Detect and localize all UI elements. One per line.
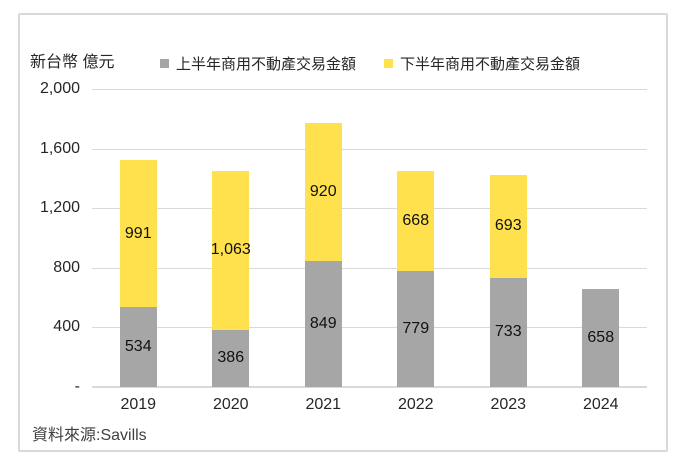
bar-segment-first-half-2021: 849 <box>304 260 342 387</box>
x-axis-label-2021: 2021 <box>305 396 342 413</box>
y-axis-tick-label-400: 400 <box>53 318 80 336</box>
gridline-400 <box>92 327 647 329</box>
source-note: 資料來源:Savills <box>32 427 147 444</box>
plot-area: 534 991 386 1,063 849 920 779 668 733 693 658 <box>92 15 647 388</box>
gridline-1600 <box>92 148 647 150</box>
bar-value-label: 693 <box>494 217 522 235</box>
legend-label-second-half: 下半年商用不動產交易金額 <box>400 56 581 73</box>
bar-segment-second-half-2023: 693 <box>489 174 527 278</box>
legend-swatch-second-half-icon <box>384 59 394 68</box>
bar-value-label: 668 <box>402 212 430 230</box>
x-axis-label-2019: 2019 <box>120 396 157 413</box>
bar-value-label: 1,063 <box>210 241 251 259</box>
bar-segment-first-half-2023: 733 <box>489 277 527 387</box>
x-axis-label-2022: 2022 <box>397 396 434 413</box>
bar-segment-second-half-2021: 920 <box>304 123 342 261</box>
chart-frame: 新台幣 億元 上半年商用不動產交易金額 下半年商用不動產交易金額 534 991 3… <box>18 13 668 452</box>
bar-2019: 534 991 <box>119 159 157 387</box>
bar-segment-second-half-2020: 1,063 <box>210 171 251 330</box>
x-axis-line <box>92 386 647 388</box>
bar-2023: 733 693 <box>489 174 527 387</box>
bar-2022: 779 668 <box>397 171 435 387</box>
y-axis-tick-label-1200: 1,200 <box>39 199 80 217</box>
y-axis-tick-label-1600: 1,600 <box>39 139 80 157</box>
bar-value-label: 733 <box>494 323 522 341</box>
bar-value-label: 991 <box>124 224 152 242</box>
x-axis-label-2020: 2020 <box>212 396 249 413</box>
bar-value-label: 534 <box>124 338 152 356</box>
bar-value-label: 849 <box>309 314 337 332</box>
bar-value-label: 386 <box>217 349 245 367</box>
legend-item-first-half: 上半年商用不動產交易金額 <box>160 53 356 74</box>
bar-value-label: 658 <box>587 328 615 346</box>
bar-segment-second-half-2022: 668 <box>397 171 435 271</box>
legend-label-first-half: 上半年商用不動產交易金額 <box>176 56 357 73</box>
bar-segment-first-half-2022: 779 <box>397 270 435 387</box>
bar-2021: 849 920 <box>304 123 342 387</box>
bar-segment-second-half-2019: 991 <box>119 159 157 308</box>
bar-segment-first-half-2024: 658 <box>582 288 620 387</box>
y-axis-tick-label-800: 800 <box>53 258 80 276</box>
axis-unit-label: 新台幣 億元 <box>30 54 115 71</box>
legend-item-second-half: 下半年商用不動產交易金額 <box>384 53 580 74</box>
bar-value-label: 920 <box>309 182 337 200</box>
y-axis-tick-label-0: - <box>74 378 80 395</box>
bar-segment-first-half-2019: 534 <box>119 307 157 387</box>
bar-2024: 658 <box>582 288 620 387</box>
gridline-800 <box>92 267 647 269</box>
bar-2020: 386 1,063 <box>210 171 251 387</box>
y-axis-tick-label-2000: 2,000 <box>39 80 80 97</box>
gridline-2000 <box>92 89 647 90</box>
legend-swatch-first-half-icon <box>160 59 169 68</box>
bar-segment-first-half-2020: 386 <box>212 329 250 387</box>
bar-value-label: 779 <box>402 319 430 337</box>
legend: 上半年商用不動產交易金額 下半年商用不動產交易金額 <box>160 53 580 74</box>
x-axis-label-2024: 2024 <box>582 396 619 413</box>
x-axis-label-2023: 2023 <box>490 396 527 413</box>
gridline-1200 <box>92 208 647 210</box>
